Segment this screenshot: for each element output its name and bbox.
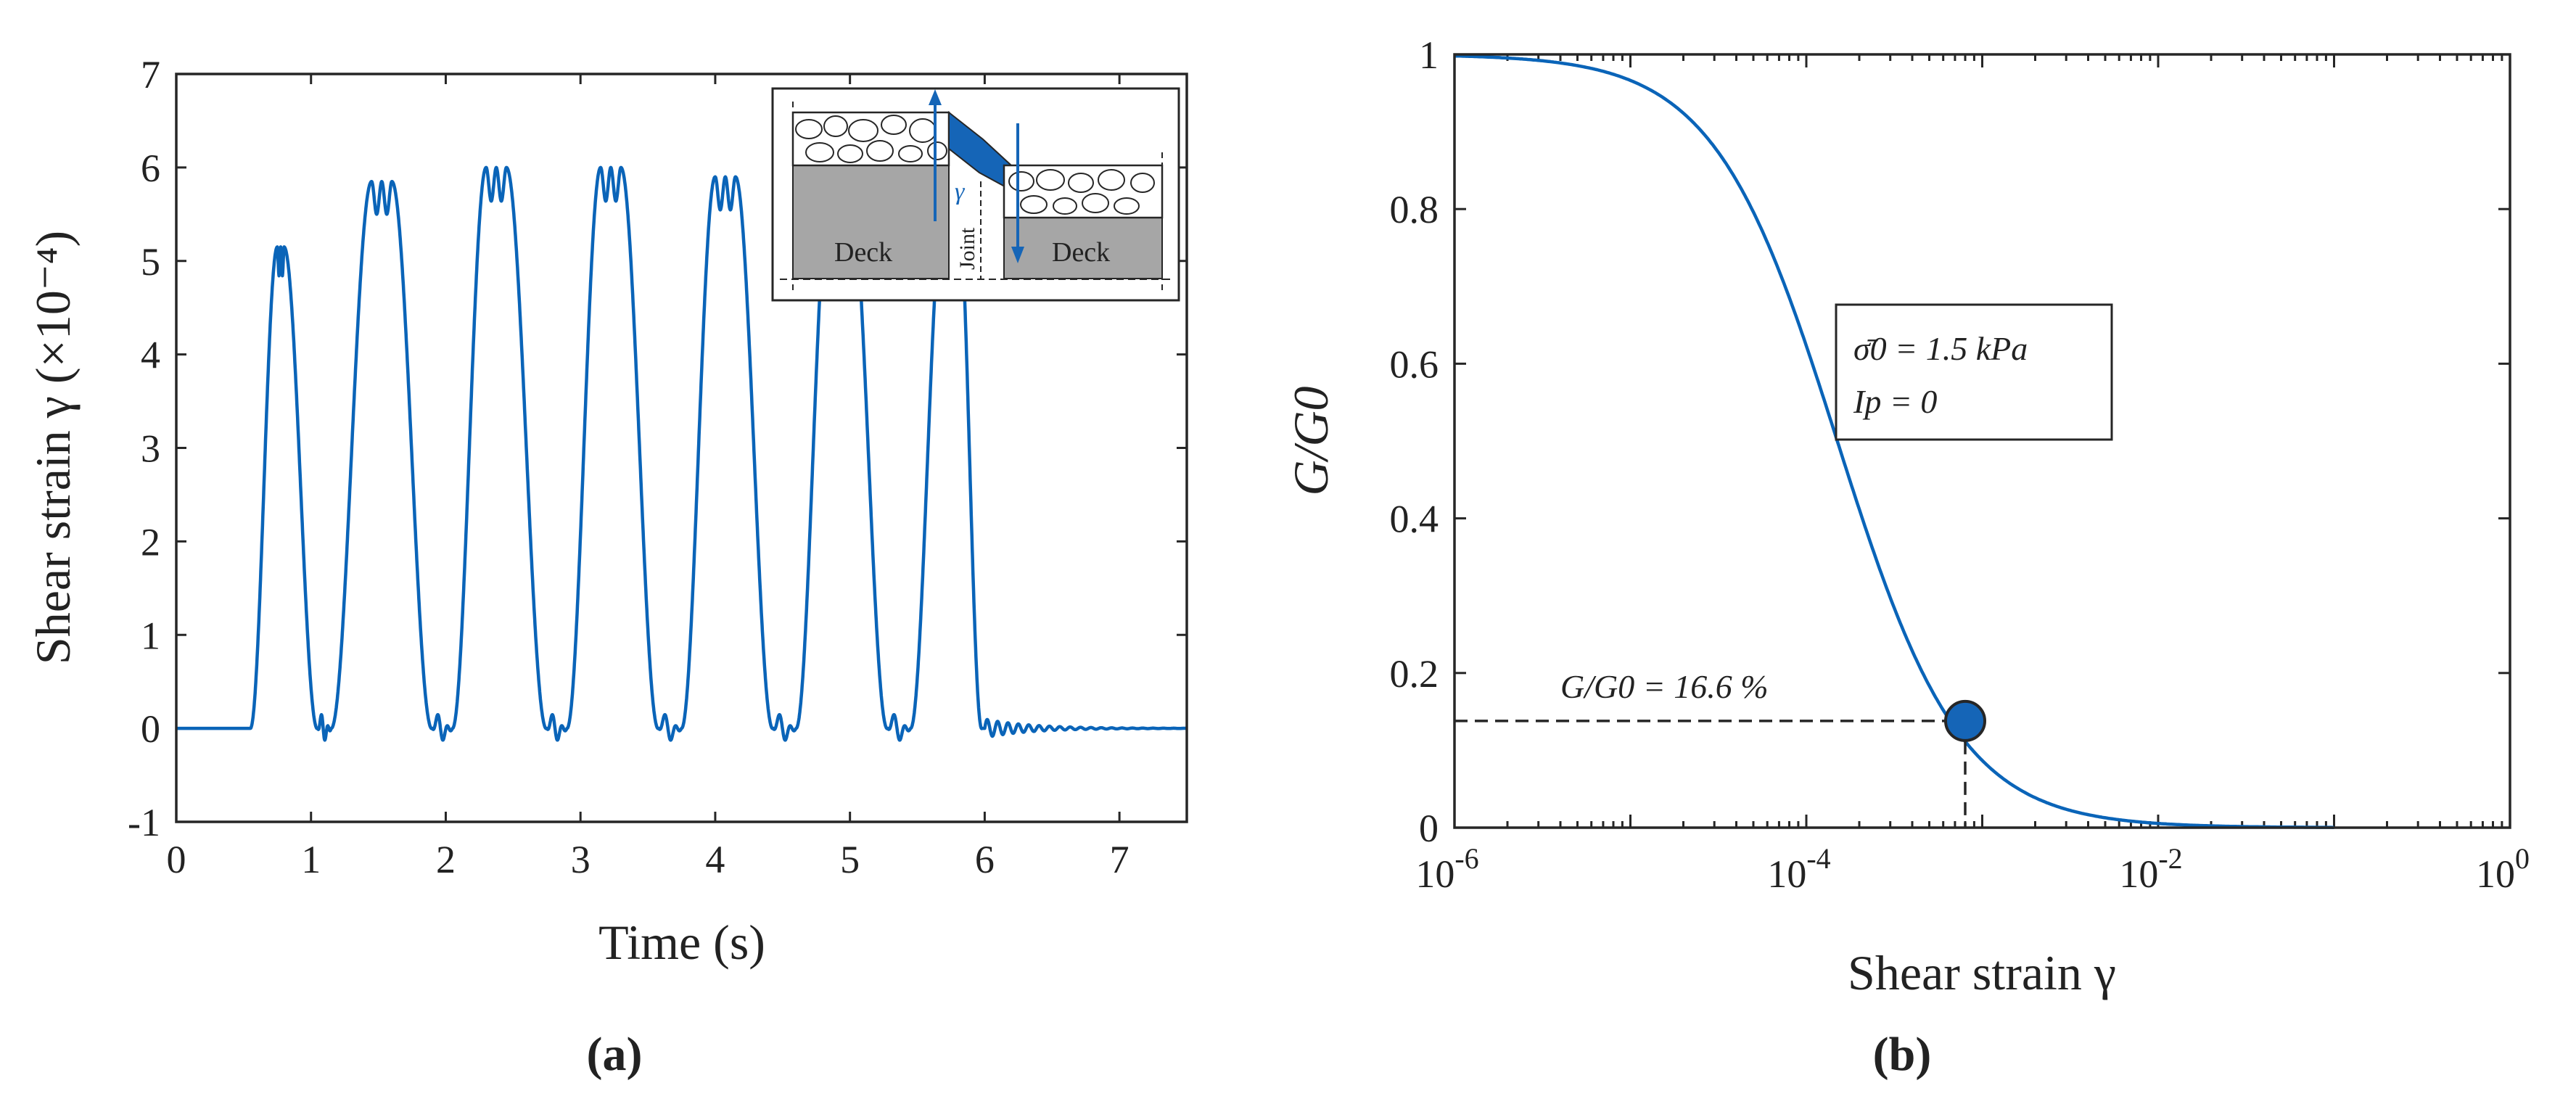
panel-b-xtick-label: 100 — [2476, 842, 2530, 896]
panel-b-caption: (b) — [1873, 1028, 1932, 1081]
panel-a-strain-line — [175, 165, 1188, 742]
right-soil-grains — [1008, 169, 1155, 215]
right-deck — [1003, 217, 1163, 279]
panel-b-ytick-label: 0.2 — [1390, 652, 1439, 696]
parameter-ip: Ip = 0 — [1853, 383, 1937, 420]
strain-point-marker — [1943, 699, 1986, 742]
marker-annotation-label: G/G0 = 16.6 % — [1560, 668, 1769, 705]
panel-a-ytick-label: 4 — [141, 334, 160, 377]
left-soil-grains — [795, 115, 947, 163]
parameter-box-frame — [1835, 303, 2113, 441]
panel-b-ytick-label: 0 — [1419, 807, 1439, 850]
panel-b-modulus-curve — [1454, 54, 2334, 829]
panel-a-xtick-label: 1 — [301, 838, 321, 881]
down-arrow-head — [1011, 247, 1024, 263]
panel-a-xtick-label: 4 — [705, 838, 725, 881]
panel-b-ticks: 10-6 10-4 10-2 100 0 0.2 0.4 0.6 0.8 1 — [1390, 33, 2530, 896]
parameter-sigma: σ̄0 = 1.5 kPa — [1853, 330, 2028, 367]
panel-b-xlabel: Shear strain γ — [1848, 945, 2116, 1000]
panel-a-ytick-label: 7 — [141, 53, 160, 96]
inset-strain-symbol: γ — [955, 178, 966, 205]
panel-b: 10-6 10-4 10-2 100 0 0.2 0.4 0.6 0.8 1 G/G0 = 16.… — [1283, 33, 2530, 1081]
panel-a-ylabel: Shear strain γ (×10⁻⁴) — [25, 231, 81, 664]
panel-b-ytick-label: 0.4 — [1390, 498, 1439, 541]
panel-a-xtick-label: 2 — [436, 838, 456, 881]
panel-a-ytick-label: 3 — [141, 427, 160, 471]
parameter-box: σ̄0 = 1.5 kPa Ip = 0 — [1835, 303, 2113, 441]
joint-inset: Joint γ Deck Deck — [771, 87, 1180, 302]
panel-b-xtick-label: 10-6 — [1415, 842, 1478, 896]
panel-b-axes-frame — [1453, 53, 2511, 829]
panel-a-xtick-label: 7 — [1110, 838, 1129, 881]
panel-a-xtick-label: 5 — [840, 838, 860, 881]
panel-a-caption: (a) — [587, 1028, 643, 1081]
panel-a-xtick-label: 6 — [975, 838, 995, 881]
panel-a-ytick-label: 2 — [141, 520, 160, 564]
panel-a-axes-frame — [175, 73, 1188, 823]
panel-a-ytick-label: -1 — [128, 801, 160, 844]
panel-a-ytick-label: 0 — [141, 707, 160, 751]
left-deck — [792, 165, 950, 279]
panel-a-ytick-label: 6 — [141, 147, 160, 190]
panel-a-xlabel: Time (s) — [598, 915, 765, 970]
panel-b-ytick-label: 1 — [1419, 33, 1439, 77]
panel-a-xtick-label: 0 — [167, 838, 186, 881]
panel-a-xtick-label: 3 — [571, 838, 590, 881]
up-arrow-head — [929, 89, 942, 105]
panel-a-ytick-label: 5 — [141, 240, 160, 284]
panel-b-ytick-label: 0.6 — [1390, 342, 1439, 386]
inset-right-deck-label: Deck — [1052, 237, 1110, 268]
panel-b-xtick-label: 10-2 — [2119, 842, 2182, 896]
panel-b-xtick-label: 10-4 — [1767, 842, 1830, 896]
panel-b-ylabel: G/G0 — [1283, 386, 1338, 495]
panel-a-ytick-label: 1 — [141, 614, 160, 657]
panel-b-ytick-label: 0.8 — [1390, 188, 1439, 231]
inset-joint-label: Joint — [955, 227, 979, 270]
inset-left-deck-label: Deck — [834, 237, 892, 268]
